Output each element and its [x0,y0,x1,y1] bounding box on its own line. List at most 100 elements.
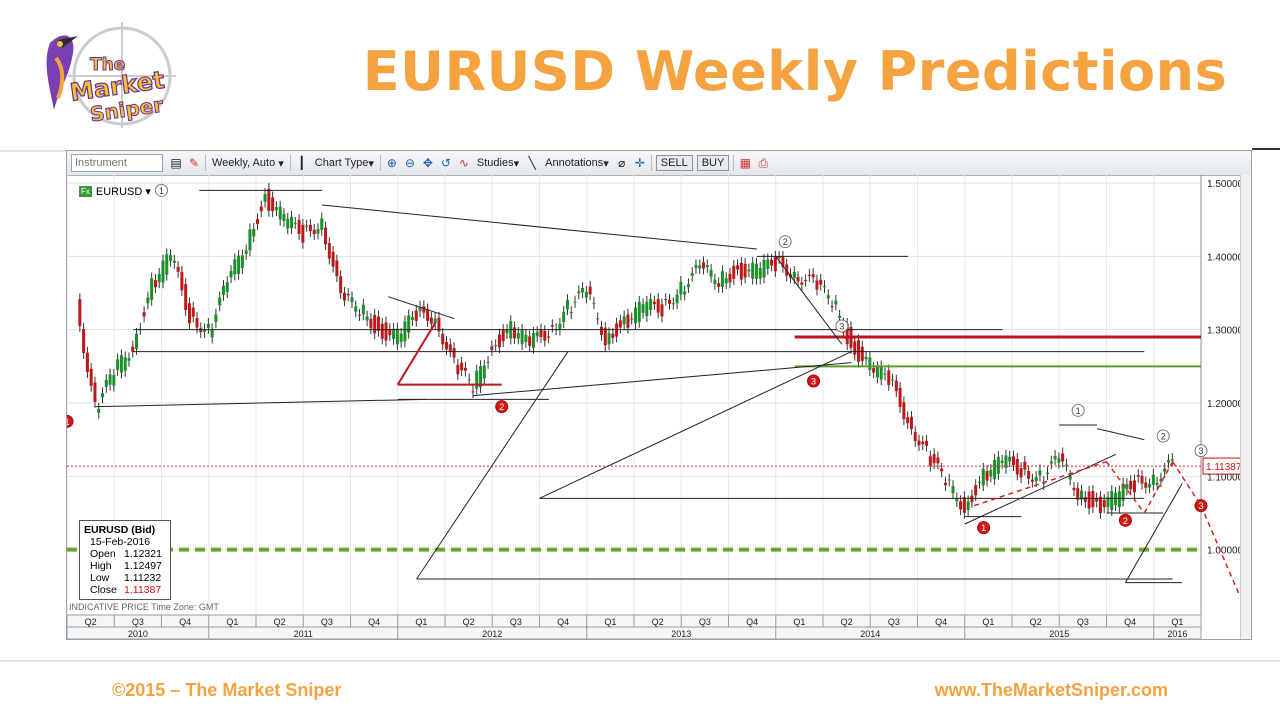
x-tick-quarter: Q4 [1124,617,1136,627]
candle-body [754,263,758,279]
candle-body [962,497,966,513]
candle-body [335,260,339,277]
candle-body [562,311,566,323]
candle-body [622,316,626,325]
candle-body [373,314,377,334]
candle-body [1170,458,1174,461]
candle-body [346,293,350,296]
candle-body [645,301,649,317]
candle-body [853,341,857,355]
vertical-scrollbar[interactable] [1240,175,1251,639]
candle-body [1087,491,1091,509]
candle-body [588,286,592,295]
candle-body [977,481,981,483]
candle-body [800,282,804,285]
candle-body [1095,498,1099,502]
candle-body [732,265,736,279]
reset-icon[interactable]: ↺ [440,156,451,170]
candle-body [312,229,316,235]
candle-body [150,278,154,300]
zoom-in-icon[interactable]: ⊕ [386,156,397,170]
candle-body [1140,475,1144,484]
candle-body [89,368,93,386]
x-tick-quarter: Q3 [510,617,522,627]
compare-icon[interactable]: ✎ [188,156,200,170]
annotation-line-icon: ╲ [528,156,536,170]
candle-body [826,295,830,299]
sell-button[interactable]: SELL [655,155,693,171]
candle-body [675,294,679,304]
candle-body [592,302,596,304]
candle-body [796,277,800,282]
candle-body [131,346,135,352]
candle-body [494,345,498,347]
candle-body [868,357,872,371]
candle-body [531,332,535,348]
candle-body [989,470,993,477]
candle-body [433,318,437,324]
chart-type-dropdown[interactable]: Chart Type ▾ [314,157,374,170]
candle-body [441,333,445,345]
candle-body [365,316,369,321]
wave-marker-label: 3 [811,377,816,387]
wave-marker [1071,403,1085,417]
candle-body [157,273,161,283]
market-sniper-logo: The Market Sniper [30,18,210,130]
candle-body [180,271,184,291]
studies-dropdown[interactable]: Studies ▾ [476,157,520,170]
candle-body [558,323,562,330]
instrument-list-icon[interactable]: ▤ [170,156,182,170]
pan-icon[interactable]: ✥ [422,156,433,170]
candle-body [85,352,89,373]
candle-body [1129,480,1133,490]
candle-body [1012,456,1015,466]
candle-body [354,306,358,312]
candle-body [165,254,169,275]
candle-body [331,251,335,267]
forecast-line [1105,461,1145,514]
candle-body [248,229,252,251]
candle-body [925,440,929,446]
x-tick-year: 2011 [294,629,313,639]
candle-body [1163,468,1167,472]
wave-marker [1194,444,1208,458]
x-tick-quarter: Q2 [1030,617,1042,627]
candle-body [237,255,241,274]
candle-body [1027,471,1031,479]
instrument-header[interactable]: Fx EURUSD ▾ [79,185,151,198]
candle-body [221,285,225,295]
footer-website[interactable]: www.TheMarketSniper.com [934,680,1168,700]
candle-body [1083,497,1087,502]
candle-body [641,304,645,313]
buy-button[interactable]: BUY [696,155,730,171]
candle-body [894,380,898,392]
candle-body [384,322,388,341]
instrument-input[interactable] [71,154,163,172]
candle-body [324,227,328,245]
interval-dropdown[interactable]: Weekly, Auto ▾ [212,157,284,170]
print-icon[interactable]: ⎙ [758,156,769,170]
candle-body [887,370,891,385]
x-tick-quarter: Q4 [557,617,569,627]
candle-body [112,374,116,386]
wave-marker-label: 3 [839,322,844,332]
annotations-dropdown[interactable]: Annotations ▾ [545,157,609,170]
wave-marker [807,374,821,388]
zoom-out-icon[interactable]: ⊖ [404,156,415,170]
candle-body [153,279,157,288]
candle-body [1080,490,1084,500]
y-tick-label: 1.10000 [1207,472,1241,483]
eraser-icon[interactable]: ⌀ [618,156,626,170]
candle-body [286,218,290,229]
candle-body [766,259,770,269]
crosshair-icon[interactable]: ✛ [634,156,645,170]
candle-body [497,334,501,348]
x-tick-quarter: Q4 [746,617,758,627]
candle-body [781,256,785,267]
candle-body [830,306,834,308]
candle-body [743,263,747,278]
export-chart-icon[interactable]: ▦ [739,156,751,170]
candle-body [1049,461,1053,464]
candle-body [1155,482,1159,485]
indicative-price-note: INDICATIVE PRICE Time Zone: GMT [69,602,219,612]
